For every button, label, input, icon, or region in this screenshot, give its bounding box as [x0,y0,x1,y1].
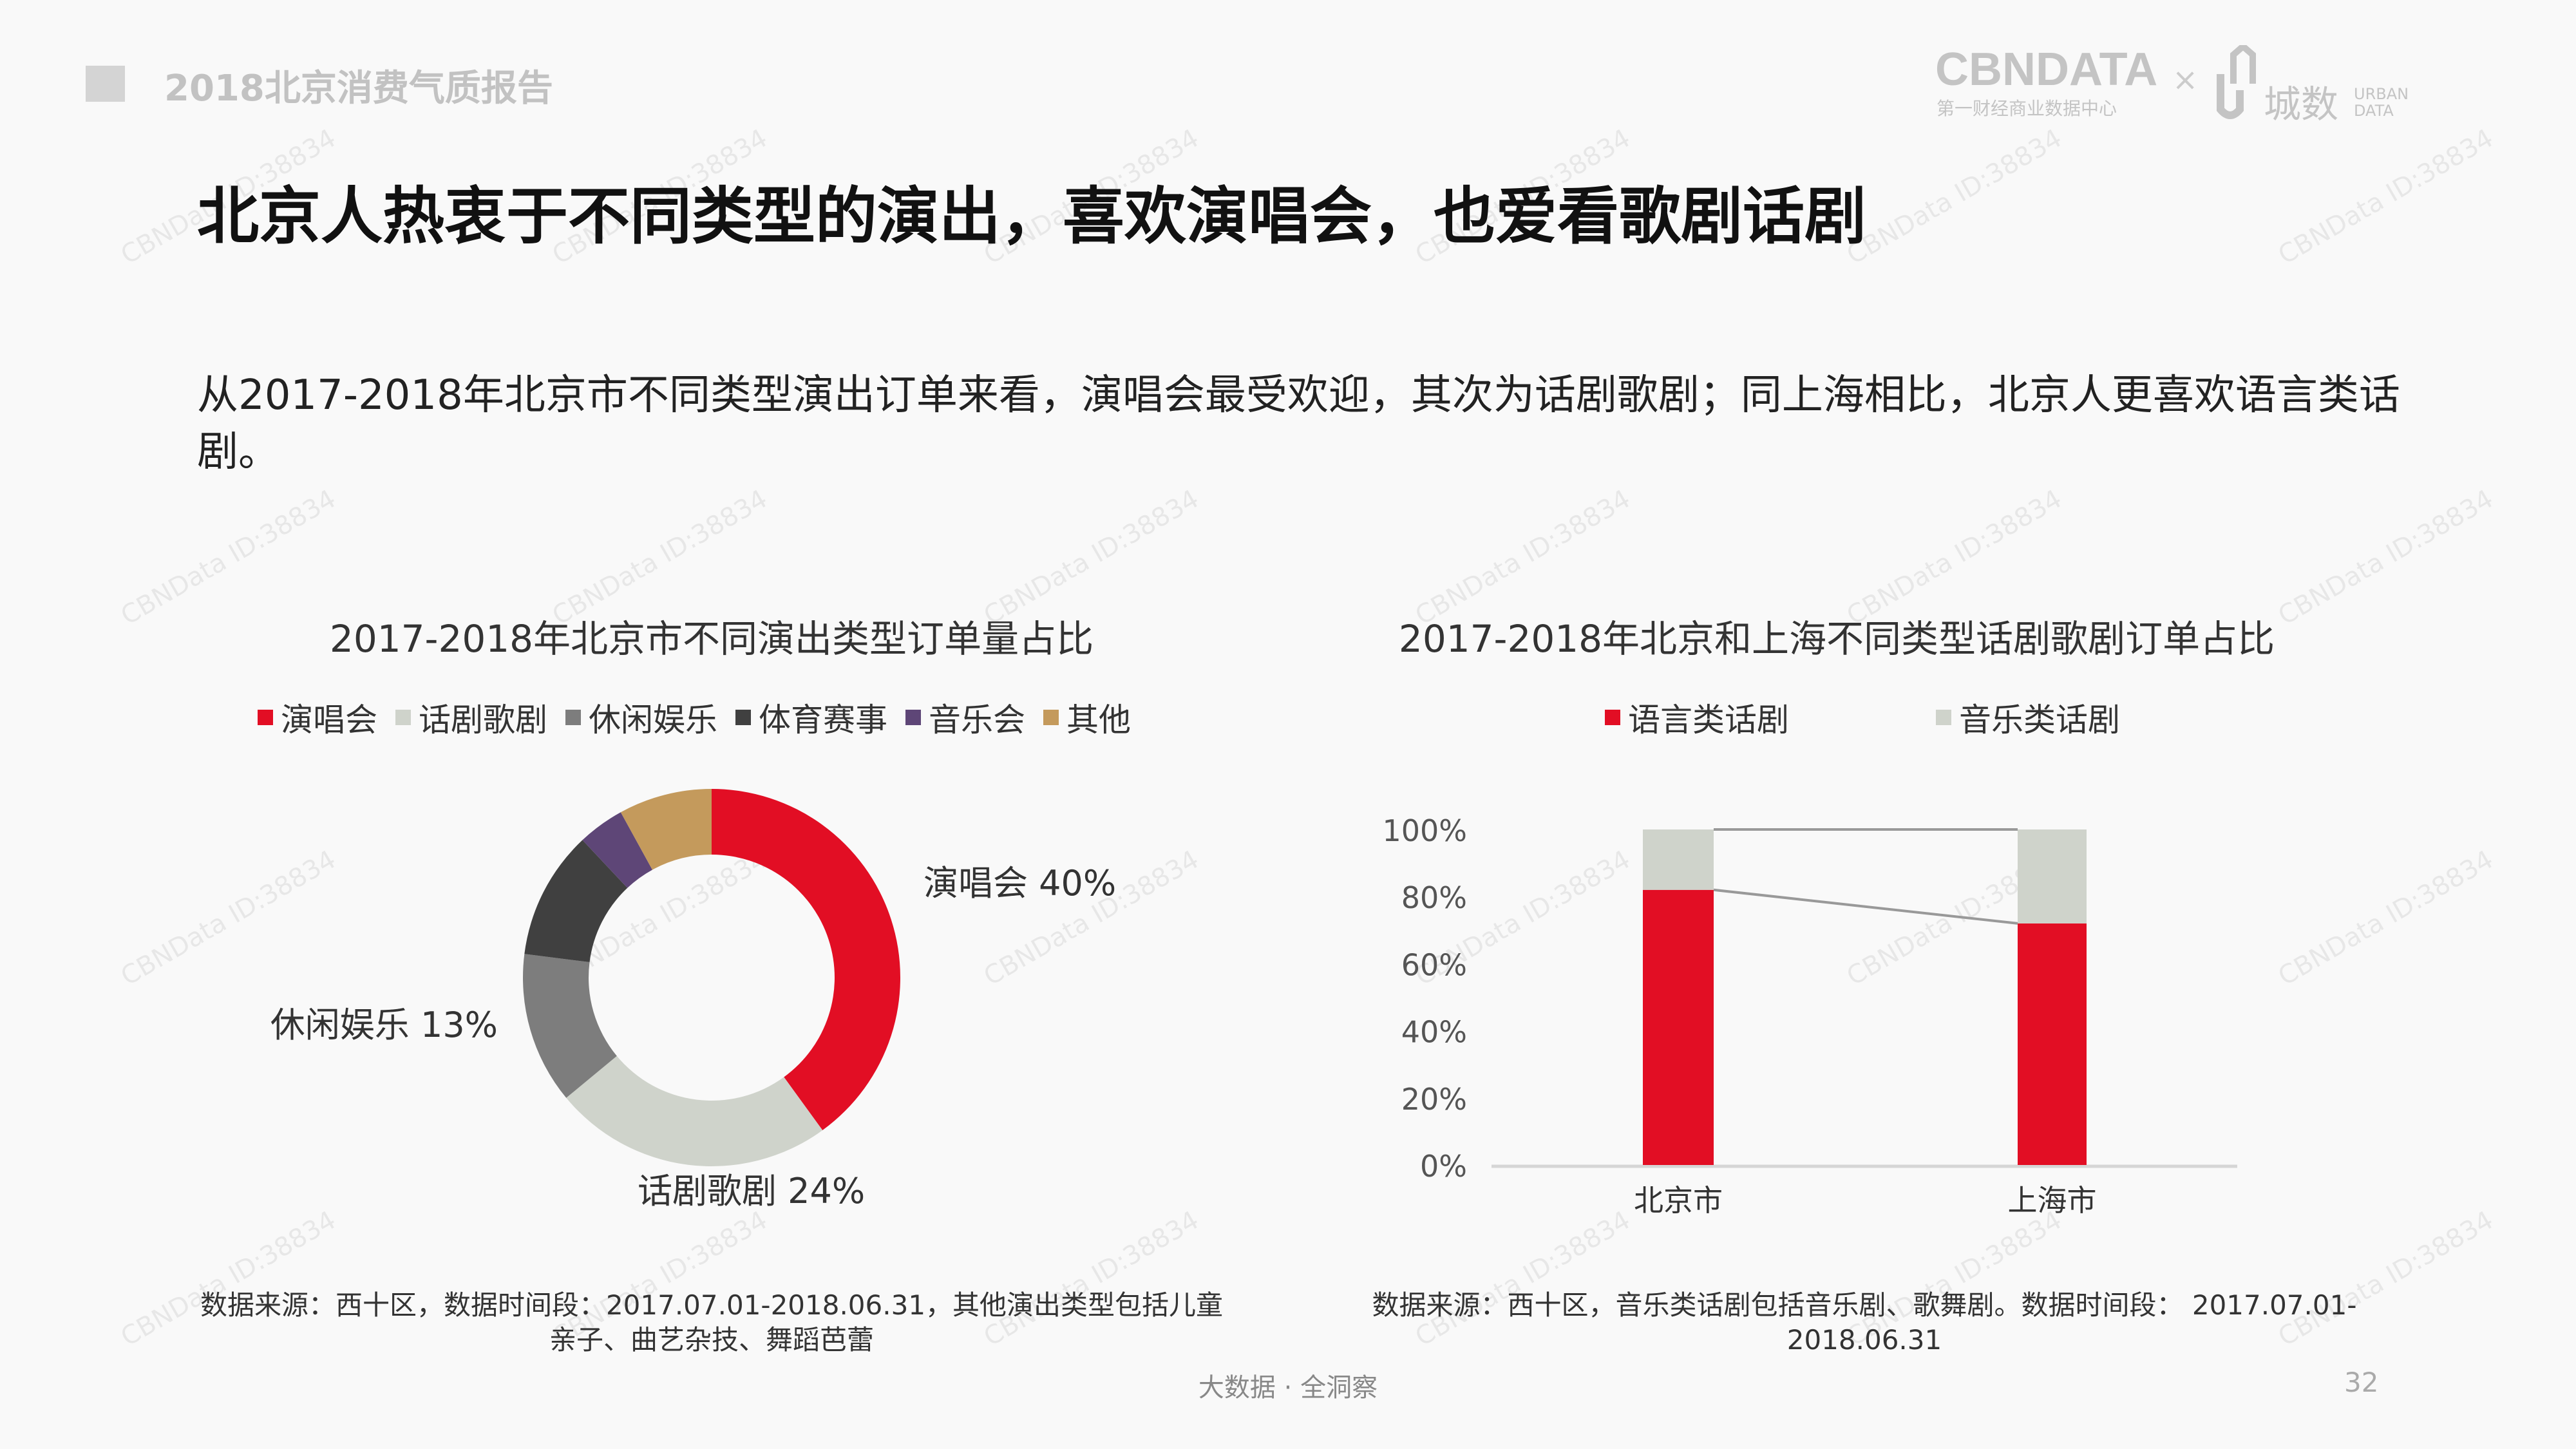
logo-partner-en-1: URBAN [2354,85,2409,103]
cbndata-urbandata-logo: CBNDATA 第一财经商业数据中心 × 城数 URBAN DATA [1935,45,2409,122]
donut-note: 数据来源：西十区，数据时间段：2017.07.01-2018.06.31，其他演… [200,1289,1224,1356]
series-line-0 [1713,888,2018,925]
logo-times: × [2172,62,2198,98]
bar-0-0 [1643,889,1714,1165]
donut-slice-1 [566,1056,823,1166]
bar-1-0 [1643,829,1714,890]
logo-brand: CBNDATA [1935,45,2157,95]
legend-swatch [258,710,273,725]
y-tick-label: 100% [1382,813,1467,848]
bar-0-1 [2018,923,2087,1165]
donut-slice-3 [524,840,628,963]
report-title: 2018北京消费气质报告 [164,68,553,109]
legend-item: 演唱会 [258,694,377,741]
legend-item: 语言类话剧 [1605,694,1789,741]
legend-label: 休闲娱乐 [589,701,717,739]
donut-data-label: 休闲娱乐 13% [270,1005,498,1045]
x-tick-label: 上海市 [2008,1183,2097,1218]
donut-slice-2 [522,954,617,1098]
legend-swatch [565,710,581,725]
legend-item: 音乐会 [905,694,1025,741]
bar-legend: 语言类话剧 音乐类话剧 [1605,694,2138,741]
legend-item: 话剧歌剧 [395,694,547,741]
bar-1-1 [2018,829,2087,923]
footer-slogan: 大数据 · 全洞察 [1198,1373,1378,1403]
bar-note: 数据来源：西十区，音乐类话剧包括音乐剧、歌舞剧。数据时间段： 2017.07.0… [1372,1289,2357,1356]
header-square [86,66,125,102]
legend-label: 语言类话剧 [1628,701,1789,739]
legend-swatch [735,710,751,725]
donut-chart: 演唱会 40% 话剧歌剧 24% 休闲娱乐 13% [270,789,1116,1211]
watermark: CBNData ID:38834 [1842,123,2067,270]
legend-swatch [395,710,411,725]
legend-label: 音乐会 [929,701,1025,739]
legend-label: 话剧歌剧 [419,701,547,739]
legend-swatch [1605,710,1620,725]
logo-brand-sub: 第一财经商业数据中心 [1937,98,2117,119]
legend-label: 演唱会 [281,701,377,739]
watermark: CBNData ID:38834 [2273,123,2499,270]
legend-label: 体育赛事 [759,701,887,739]
legend-swatch [1936,710,1951,725]
legend-label: 其他 [1066,701,1131,739]
legend-item: 体育赛事 [735,694,887,741]
logo-partner: 城数 [2264,82,2338,122]
y-tick-label: 20% [1401,1082,1467,1117]
legend-item: 休闲娱乐 [565,694,717,741]
stacked-bar-chart: 0% 20% 40% 60% 80% 100% 北京市 上海市 [1382,813,2237,1218]
donut-data-label: 话剧歌剧 24% [638,1171,865,1211]
summary-paragraph: 从2017-2018年北京市不同类型演出订单来看，演唱会最受欢迎，其次为话剧歌剧… [197,372,2400,476]
y-tick-label: 80% [1401,880,1467,915]
y-tick-label: 60% [1401,947,1467,982]
donut-slice-4 [582,812,652,888]
legend-item: 其他 [1043,694,1131,741]
legend-swatch [1043,710,1059,725]
y-tick-label: 40% [1401,1015,1467,1050]
bar-chart-title: 2017-2018年北京和上海不同类型话剧歌剧订单占比 [1398,617,2275,661]
legend-label: 音乐类话剧 [1959,701,2120,739]
donut-data-label: 演唱会 40% [923,863,1116,904]
x-tick-label: 北京市 [1634,1183,1723,1218]
page-number: 32 [2344,1367,2379,1398]
legend-swatch [905,710,921,725]
y-tick-label: 0% [1420,1149,1467,1184]
donut-chart-title: 2017-2018年北京市不同演出类型订单量占比 [329,617,1094,661]
donut-slice-0 [712,789,900,1131]
page-title: 北京人热衷于不同类型的演出，喜欢演唱会，也爱看歌剧话剧 [197,180,1866,252]
logo-partner-en-2: DATA [2354,102,2394,120]
donut-slice-5 [620,789,712,870]
legend-item: 音乐类话剧 [1936,694,2120,741]
donut-legend: 演唱会 话剧歌剧 休闲娱乐 体育赛事 音乐会 其他 [258,694,1149,741]
